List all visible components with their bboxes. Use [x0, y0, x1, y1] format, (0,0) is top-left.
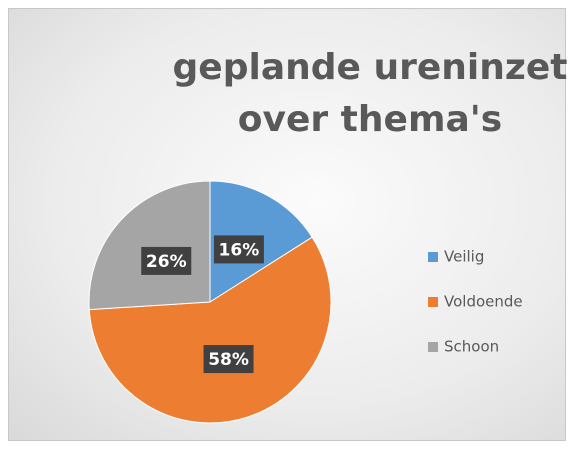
data-label: 58% — [208, 350, 249, 370]
legend-swatch — [428, 342, 438, 352]
legend-label: Veilig — [444, 248, 484, 266]
pie-slice — [88, 180, 211, 311]
chart-title: geplande ureninzet over thema's — [172, 47, 568, 140]
data-label-box — [141, 246, 192, 275]
data-label-box — [203, 345, 254, 374]
legend-label: Voldoende — [444, 293, 523, 311]
legend-swatch — [428, 252, 438, 262]
data-label: 26% — [146, 252, 187, 272]
legend-label: Schoon — [444, 338, 499, 356]
data-label: 16% — [219, 240, 260, 260]
legend-swatch — [428, 297, 438, 307]
data-label-box — [213, 235, 264, 264]
pie-slice — [88, 236, 332, 424]
